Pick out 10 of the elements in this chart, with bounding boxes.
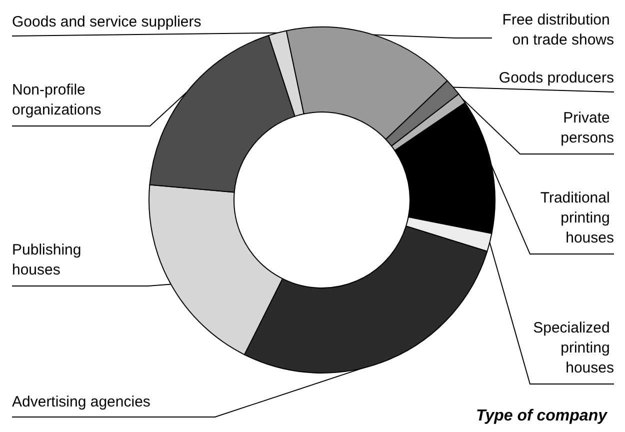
slice-label: Specialized printing houses xyxy=(533,320,614,376)
slice-label: Free distribution on trade shows xyxy=(502,12,614,48)
slice-label: Private persons xyxy=(560,110,614,146)
text: Type of company xyxy=(476,408,608,424)
slice-label: Publishing houses xyxy=(12,242,86,278)
slice-label: Goods producers xyxy=(498,70,614,86)
slice-label: Advertising agencies xyxy=(12,394,150,410)
slice-label: Goods and service suppliers xyxy=(12,14,202,30)
slice-label: Non-profile organizations xyxy=(12,82,102,118)
slice-label: Traditional printing houses xyxy=(540,190,614,246)
